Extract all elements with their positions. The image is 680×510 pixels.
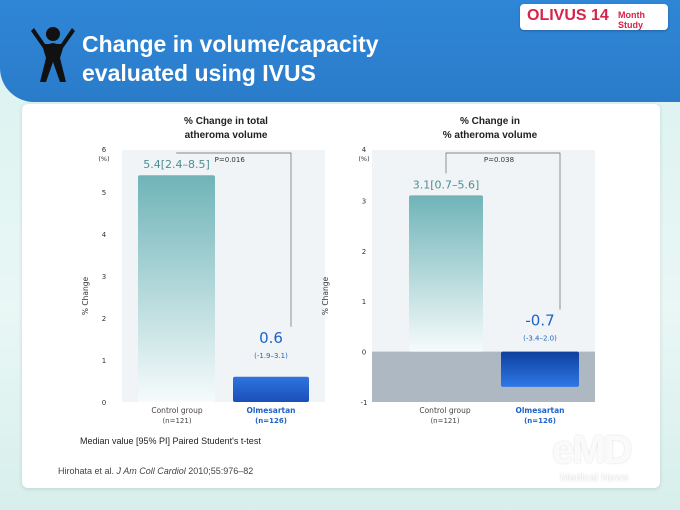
chart1-category-label-control: Control group	[151, 406, 203, 415]
watermark-caption: Medical News	[560, 472, 629, 484]
stick-figure-icon	[31, 27, 75, 82]
chart1-category-label-olmesartan: Olmesartan	[246, 406, 295, 415]
chart2-category-n-olmesartan: (n=126)	[524, 417, 556, 425]
title-line-2: evaluated using IVUS	[82, 60, 316, 86]
chart1-category-n-control: (n=121)	[162, 417, 191, 425]
title-line-1: Change in volume/capacity	[82, 31, 379, 57]
chart1-value-label-olmesartan: 0.6	[259, 329, 283, 347]
chart2-title-line-1: % Change in	[460, 116, 520, 127]
chart2-ci-label-olmesartan: (-3.4–2.0)	[523, 335, 557, 343]
logo-sub-text: Month Study	[618, 10, 645, 30]
chart1-y-axis-label: % Change	[81, 277, 90, 316]
chart2-value-label-control: 3.1[0.7–5.6]	[413, 178, 480, 191]
chart2-y-tick-label: -1	[361, 399, 368, 407]
chart1-y-tick-label: 2	[102, 315, 106, 323]
chart1-bar-olmesartan	[233, 376, 309, 402]
chart1-y-tick-label: 4	[102, 231, 107, 239]
chart2-y-unit-label: (%)	[358, 155, 369, 163]
chart2-y-tick-label: 0	[362, 349, 366, 357]
chart2-bar-control	[409, 195, 483, 352]
chart2-y-tick-label: 2	[362, 248, 366, 256]
chart1-bar-control	[138, 175, 215, 402]
chart2-p-value-label: P=0.038	[484, 156, 514, 164]
chart1-title-line-1: % Change in total	[184, 116, 268, 127]
chart1-y-tick-label: 5	[102, 189, 106, 197]
chart2-value-label-olmesartan: -0.7	[525, 312, 554, 330]
chart1-y-tick-label: 6	[102, 146, 107, 154]
watermark: eMD Medical News	[552, 428, 662, 488]
chart2-y-tick-label: 3	[362, 197, 366, 205]
chart1-y-tick-label: 3	[102, 273, 106, 281]
chart2-y-tick-label: 1	[362, 298, 366, 306]
chart2-y-axis-label: % Change	[321, 277, 330, 316]
statistics-note: Median value [95% PI] Paired Student's t…	[80, 436, 261, 446]
chart1-ci-label-olmesartan: (-1.9–3.1)	[254, 352, 288, 360]
chart1-p-value-bracket	[176, 152, 292, 327]
header-banner: Change in volume/capacity evaluated usin…	[0, 0, 680, 102]
reference-journal: J Am Coll Cardiol	[116, 466, 186, 476]
chart2-category-n-control: (n=121)	[430, 417, 459, 425]
study-logo: OLIVUS 14 Month Study	[520, 4, 668, 30]
chart2-category-label-olmesartan: Olmesartan	[515, 406, 564, 415]
chart2-y-tick-label: 4	[362, 146, 367, 154]
chart1-value-label-control: 5.4[2.4–8.5]	[143, 158, 210, 171]
chart1-category-n-olmesartan: (n=126)	[255, 417, 287, 425]
logo-main-text: OLIVUS 14	[527, 7, 609, 24]
chart1-y-unit-label: (%)	[98, 155, 109, 163]
page-title: Change in volume/capacity evaluated usin…	[82, 30, 502, 88]
chart1-y-tick-label: 0	[102, 399, 106, 407]
reference-authors: Hirohata et al.	[58, 466, 115, 476]
reference-citation: Hirohata et al. J Am Coll Cardiol 2010;5…	[58, 466, 253, 476]
chart2-title-line-2: % atheroma volume	[443, 130, 538, 141]
chart2-p-value-bracket	[445, 152, 561, 310]
watermark-logo: eMD	[552, 428, 632, 472]
chart1-p-value-label: P=0.016	[215, 156, 246, 164]
chart1-y-tick-label: 1	[102, 357, 106, 365]
chart1-title-line-2: atheroma volume	[185, 130, 268, 141]
reference-details: 2010;55:976–82	[188, 466, 254, 476]
chart2-category-label-control: Control group	[419, 406, 471, 415]
chart2-bar-olmesartan	[501, 351, 579, 387]
